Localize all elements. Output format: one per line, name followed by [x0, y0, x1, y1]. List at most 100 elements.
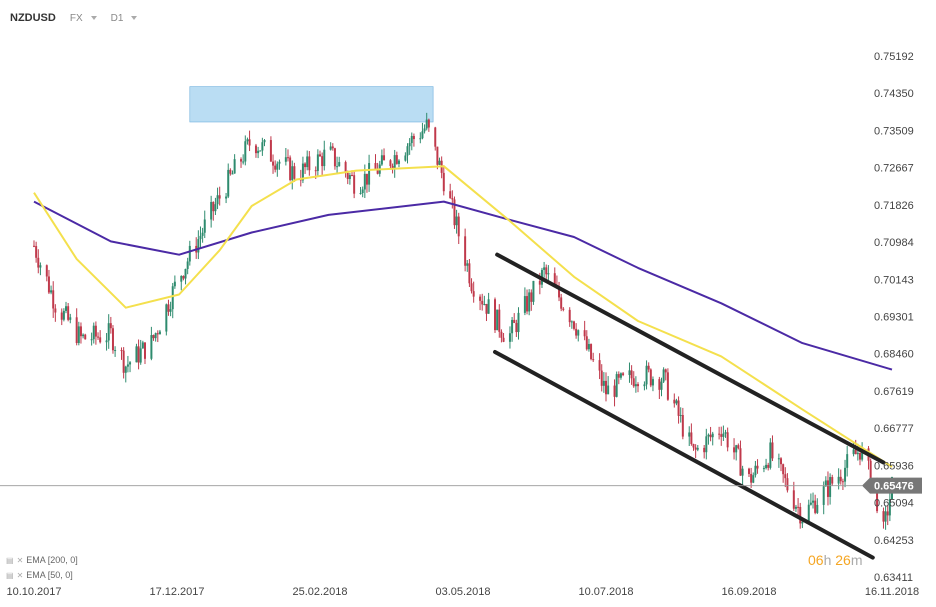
- y-tick-label: 0.67619: [874, 386, 914, 398]
- candle-body: [248, 139, 251, 146]
- candle-body: [33, 245, 35, 247]
- candle-body: [592, 359, 595, 361]
- resistance-zone: [189, 86, 434, 123]
- candle-body: [532, 280, 535, 302]
- candle-body: [560, 297, 563, 309]
- y-tick-label: 0.70143: [874, 274, 914, 286]
- candle-body: [67, 306, 70, 320]
- chevron-down-icon: [131, 16, 138, 20]
- candle-body: [619, 373, 622, 378]
- candle-body: [705, 436, 708, 453]
- candle-body: [718, 433, 721, 435]
- close-icon[interactable]: ✕: [16, 570, 24, 580]
- candle-body: [882, 511, 885, 522]
- candle-body: [62, 310, 65, 320]
- candle-body: [607, 385, 610, 395]
- candle-body: [376, 168, 379, 174]
- candle-body: [816, 504, 819, 513]
- candle-body: [344, 162, 347, 173]
- candle-body: [259, 150, 262, 152]
- market-dropdown[interactable]: FX: [70, 13, 97, 24]
- chart-toolbar: NZDUSD FX D1: [10, 9, 151, 27]
- candle-body: [261, 142, 264, 151]
- candle-body: [673, 399, 676, 404]
- candle-body: [814, 500, 817, 513]
- timer-hours: 06: [808, 552, 824, 568]
- candle-body: [617, 374, 620, 378]
- candle-body: [246, 139, 249, 142]
- candle-body: [114, 350, 117, 352]
- candle-body: [562, 308, 565, 310]
- candle-body: [812, 500, 815, 503]
- y-tick-label: 0.65094: [874, 498, 914, 510]
- candle-body: [590, 344, 593, 360]
- candle-body: [483, 303, 486, 305]
- candle-body: [502, 337, 505, 342]
- candle-body: [293, 166, 296, 179]
- legend-ema200-label: EMA [200, 0]: [26, 555, 78, 565]
- candle-body: [545, 267, 548, 275]
- candle-body: [338, 162, 341, 167]
- close-icon[interactable]: ✕: [16, 555, 24, 565]
- candle-body: [316, 154, 319, 171]
- candle-body: [75, 317, 78, 344]
- candle-countdown: 06h 26m: [808, 552, 863, 568]
- legend-ema200[interactable]: ▤ ✕ EMA [200, 0]: [6, 555, 78, 565]
- candle-body: [466, 263, 469, 266]
- candle-body: [664, 369, 667, 373]
- candle-body: [374, 163, 377, 169]
- candle-body: [90, 339, 93, 341]
- candle-body: [383, 155, 386, 161]
- candle-body: [513, 319, 516, 323]
- candle-body: [329, 146, 332, 150]
- candle-body: [511, 319, 514, 334]
- candle-body: [528, 292, 531, 312]
- candle-body: [600, 370, 603, 386]
- candle-body: [762, 468, 765, 470]
- candle-body: [526, 296, 529, 312]
- candle-body: [167, 304, 170, 312]
- ema200-line: [33, 200, 893, 371]
- current-price-label: 0.65476: [874, 481, 914, 493]
- candle-body: [427, 119, 430, 128]
- candle-body: [412, 135, 415, 140]
- candle-body: [120, 350, 123, 352]
- grid-icon: ▤: [6, 555, 14, 565]
- candle-body: [643, 384, 646, 387]
- chevron-down-icon: [90, 16, 97, 20]
- candle-body: [272, 161, 275, 166]
- x-tick-label: 25.02.2018: [292, 586, 347, 598]
- y-tick-label: 0.74350: [874, 88, 914, 100]
- candle-body: [301, 163, 304, 181]
- candle-body: [284, 157, 287, 162]
- candle-body: [666, 372, 669, 400]
- candle-body: [126, 364, 129, 367]
- candle-body: [602, 380, 605, 386]
- candle-body: [65, 306, 68, 311]
- candle-body: [240, 159, 243, 162]
- candle-body: [141, 342, 144, 349]
- candle-body: [839, 476, 842, 482]
- candle-body: [577, 330, 580, 336]
- candle-body: [615, 374, 618, 397]
- candle-body: [479, 296, 482, 301]
- candle-body: [77, 326, 80, 344]
- candle-body: [801, 521, 804, 524]
- symbol-label: NZDUSD: [10, 12, 56, 24]
- timeframe-dropdown[interactable]: D1: [111, 13, 138, 24]
- candle-body: [846, 454, 849, 468]
- candle-body: [792, 490, 795, 509]
- candle-body: [876, 484, 879, 512]
- candle-body: [605, 380, 607, 395]
- legend-ema50[interactable]: ▤ ✕ EMA [50, 0]: [6, 570, 73, 580]
- candle-body: [530, 292, 533, 302]
- candle-body: [389, 160, 392, 167]
- candle-body: [662, 369, 665, 382]
- y-tick-label: 0.64253: [874, 535, 914, 547]
- candle-body: [156, 333, 159, 335]
- y-tick-label: 0.72667: [874, 163, 914, 175]
- candle-body: [720, 434, 723, 437]
- candle-body: [218, 195, 221, 199]
- candle-body: [137, 346, 140, 363]
